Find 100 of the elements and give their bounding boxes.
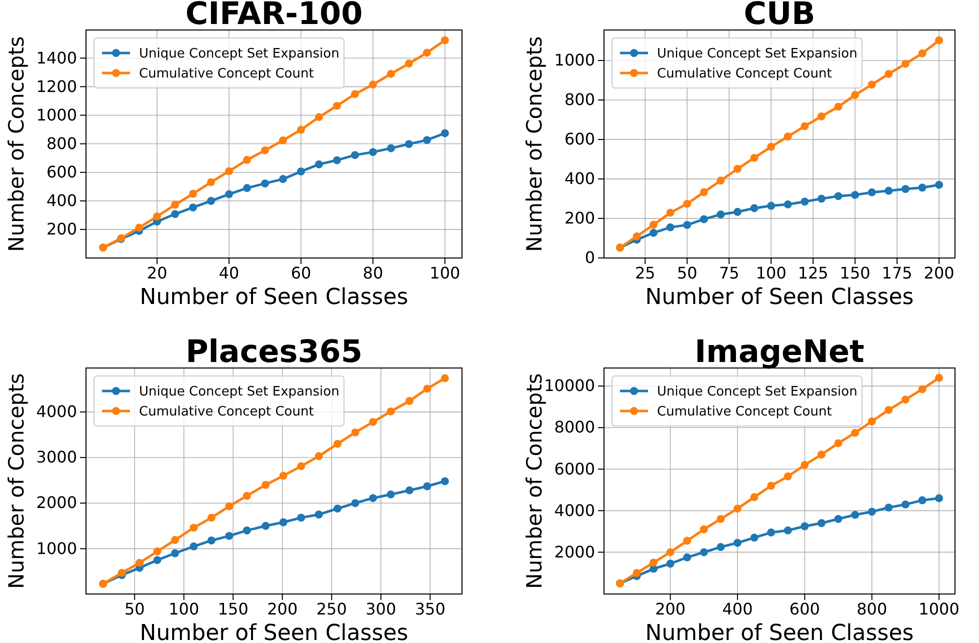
x-tick-label: 100 (430, 263, 460, 282)
point (901, 500, 910, 508)
point (700, 215, 708, 224)
point (851, 91, 860, 100)
point (440, 36, 449, 44)
point (368, 148, 377, 156)
point (918, 49, 926, 58)
point (225, 502, 234, 510)
point (632, 232, 641, 240)
point (422, 136, 431, 144)
x-tick-label: 100 (756, 263, 786, 282)
point (851, 428, 860, 437)
point (440, 374, 449, 382)
point (767, 202, 776, 210)
point (207, 514, 216, 522)
point (868, 80, 876, 89)
y-tick-label: 4000 (554, 500, 595, 520)
point (851, 190, 860, 199)
point (171, 536, 179, 544)
point (171, 210, 180, 218)
x-axis-title: Number of Seen Classes (140, 621, 408, 643)
point (683, 536, 692, 545)
point (734, 504, 742, 513)
point (207, 178, 216, 186)
x-tick-label: 60 (290, 263, 312, 282)
point (423, 384, 432, 393)
point (935, 494, 944, 502)
point (683, 200, 692, 208)
point (350, 151, 359, 160)
point (666, 223, 674, 232)
x-tick-label: 20 (146, 263, 168, 282)
point (784, 200, 792, 208)
x-tick-label: 50 (124, 599, 145, 618)
point (750, 493, 758, 502)
x-tick-label: 200 (655, 599, 686, 618)
point (189, 203, 198, 212)
point (153, 556, 162, 564)
x-tick-label: 400 (722, 599, 753, 618)
point (834, 192, 842, 200)
point (817, 450, 826, 459)
point (734, 164, 742, 173)
point (242, 492, 251, 500)
chart-title: CIFAR-100 (185, 0, 363, 32)
point (296, 126, 305, 134)
point (440, 129, 449, 138)
x-tick-label: 40 (218, 263, 240, 282)
point (189, 190, 198, 198)
y-axis-title: Number of Concepts (4, 373, 29, 589)
point (369, 418, 377, 426)
point (261, 179, 269, 188)
point (171, 200, 180, 209)
y-tick-label: 800 (46, 134, 77, 153)
point (784, 472, 792, 480)
x-tick-label: 80 (362, 263, 384, 282)
point (683, 553, 692, 562)
point (135, 224, 144, 232)
point (901, 185, 910, 193)
point (918, 184, 926, 192)
x-tick-label: 25 (634, 263, 656, 282)
point (750, 154, 758, 162)
point (734, 208, 742, 216)
point (817, 112, 826, 120)
legend-label: Cumulative Concept Count (657, 66, 832, 82)
point (884, 504, 893, 512)
legend-label: Cumulative Concept Count (657, 404, 832, 420)
y-tick-label: 3000 (36, 448, 77, 467)
point (700, 188, 708, 196)
y-tick-label: 2000 (36, 493, 77, 512)
point (700, 548, 708, 556)
point (834, 514, 842, 523)
point (817, 519, 826, 528)
x-tick-label: 350 (414, 599, 446, 618)
x-tick-label: 150 (840, 263, 870, 282)
point (868, 417, 876, 426)
x-axis-title: Number of Seen Classes (140, 285, 408, 310)
point (901, 396, 910, 404)
point (243, 184, 252, 192)
point (767, 482, 776, 490)
y-tick-label: 1400 (36, 48, 77, 68)
point (243, 156, 252, 164)
point (800, 461, 809, 469)
point (750, 204, 758, 212)
point (423, 482, 432, 490)
y-axis-title: Number of Concepts (522, 36, 547, 252)
point (190, 524, 198, 532)
point (716, 514, 725, 523)
legend-label: Unique Concept Set Expansion (139, 46, 340, 62)
x-tick-label: 1000 (918, 599, 960, 618)
point (700, 525, 708, 534)
point (716, 176, 725, 184)
point (404, 60, 413, 68)
point (225, 532, 234, 540)
x-tick-label: 75 (718, 263, 740, 282)
point (297, 462, 306, 470)
x-tick-label: 600 (789, 599, 820, 618)
point (225, 167, 234, 176)
point (784, 132, 792, 140)
point (334, 440, 342, 448)
x-tick-label: 300 (366, 599, 396, 618)
point (207, 536, 216, 544)
